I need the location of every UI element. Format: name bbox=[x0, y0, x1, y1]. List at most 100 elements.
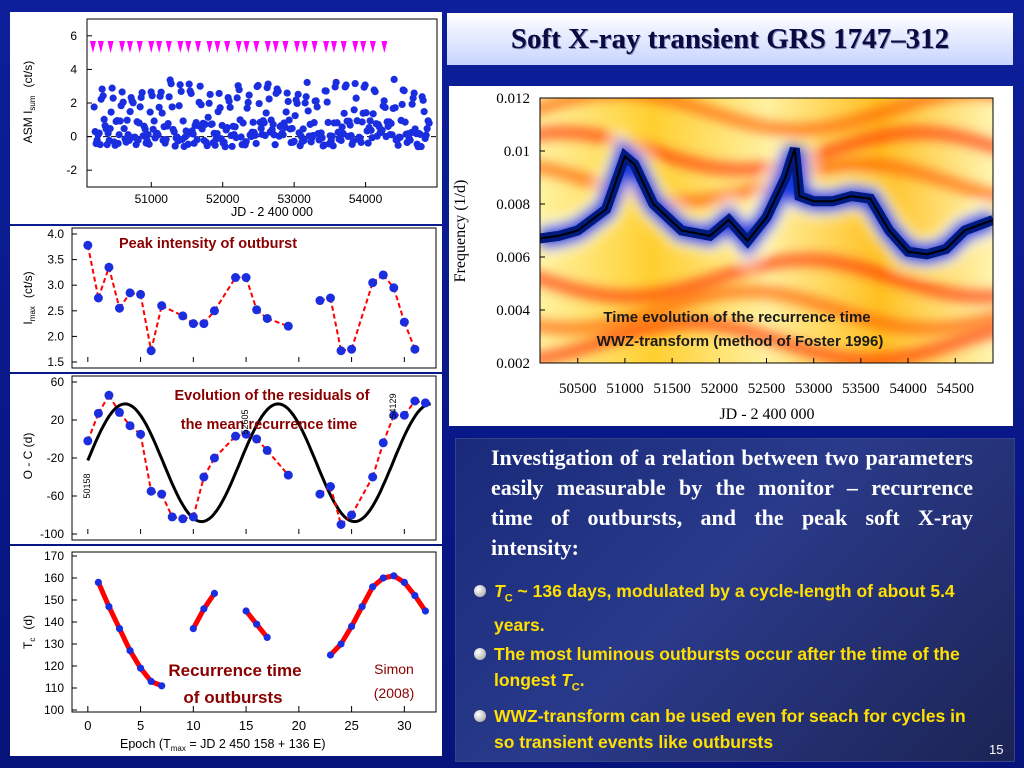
tc-xtick-label: 25 bbox=[344, 718, 358, 733]
asm-data-point bbox=[388, 131, 396, 139]
asm-data-point bbox=[115, 131, 123, 139]
asm-data-point bbox=[265, 95, 273, 103]
asm-data-point bbox=[204, 113, 212, 121]
asm-data-point bbox=[398, 100, 406, 109]
asm-data-point bbox=[329, 142, 337, 150]
outburst-marker bbox=[156, 41, 163, 53]
asm-data-point bbox=[294, 90, 302, 98]
imax-data-point bbox=[209, 306, 219, 316]
asm-data-point bbox=[303, 78, 311, 87]
imax-ytick-label: 3.5 bbox=[47, 253, 64, 267]
asm-data-point bbox=[221, 143, 229, 151]
asm-data-point bbox=[400, 87, 408, 95]
asm-data-point bbox=[167, 80, 175, 88]
tc-ytick-label: 140 bbox=[44, 615, 64, 629]
asm-data-point bbox=[146, 108, 154, 116]
tc-xtick-label: 20 bbox=[292, 718, 306, 733]
imax-data-point bbox=[325, 293, 335, 303]
asm-data-point bbox=[318, 134, 326, 142]
asm-data-point bbox=[420, 107, 428, 116]
residuals-annotation-line2: the mean recurrence time bbox=[181, 417, 358, 433]
asm-data-point bbox=[394, 141, 402, 149]
asm-ytick-label: 2 bbox=[70, 96, 77, 110]
asm-data-point bbox=[416, 130, 424, 138]
outburst-marker bbox=[369, 41, 376, 53]
asm-data-point bbox=[183, 131, 191, 139]
asm-data-point bbox=[378, 126, 386, 134]
asm-data-point bbox=[208, 120, 216, 128]
wwz-xtick-label: 51500 bbox=[653, 381, 691, 397]
tc-data-point bbox=[210, 589, 219, 597]
asm-data-point bbox=[291, 112, 299, 120]
peak-intensity-panel: 4.0 3.5 3.0 2.5 2.0 1.5 Peak intensity of out… bbox=[10, 226, 442, 372]
bullet-dot-icon bbox=[474, 710, 486, 722]
asm-data-point bbox=[203, 142, 211, 150]
oc-connector bbox=[329, 486, 343, 525]
asm-data-point bbox=[310, 119, 318, 127]
tc-data-point bbox=[263, 633, 271, 641]
wwz-heatmap-chart: 50500 51000 51500 52000 52500 53000 53500 54000… bbox=[452, 91, 994, 423]
wwz-annotation-line2: WWZ-transform (method of Foster 1996) bbox=[597, 333, 884, 350]
outburst-marker bbox=[185, 41, 192, 53]
tc-series-line bbox=[96, 581, 163, 689]
tc-data-point bbox=[94, 578, 102, 586]
oc-data-point bbox=[262, 445, 272, 455]
outburst-marker bbox=[214, 41, 221, 53]
outburst-marker bbox=[136, 41, 143, 53]
asm-data-point bbox=[201, 120, 209, 128]
asm-data-point bbox=[396, 133, 404, 141]
asm-data-point bbox=[100, 115, 108, 124]
asm-data-point bbox=[390, 75, 398, 84]
imax-data-point bbox=[347, 344, 357, 354]
asm-data-point bbox=[109, 94, 117, 102]
asm-lightcurve-panel: 51000 52000 53000 54000 6 4 2 0 -2 ASM Isum(ct/s… bbox=[10, 12, 442, 224]
asm-data-point bbox=[423, 125, 431, 133]
tc-data-point bbox=[147, 677, 155, 685]
asm-data-point bbox=[129, 99, 137, 107]
recurrence-time-panel: 170 160 150 140 130 120 110 100 0 5 10 15 20 25 30 Rec… bbox=[10, 546, 442, 756]
asm-data-point bbox=[228, 142, 236, 151]
asm-data-point bbox=[223, 123, 231, 132]
asm-data-point bbox=[216, 104, 224, 112]
outburst-marker bbox=[340, 41, 347, 53]
outburst-marker bbox=[293, 41, 300, 53]
asm-data-point bbox=[108, 84, 116, 92]
asm-data-point bbox=[264, 80, 272, 88]
asm-data-point bbox=[254, 81, 262, 90]
tc-ylabel: Tc(d) bbox=[21, 615, 37, 649]
asm-data-point bbox=[233, 94, 241, 102]
imax-data-point bbox=[368, 278, 378, 288]
asm-data-point bbox=[299, 125, 307, 133]
wwz-ytick-label: 0.01 bbox=[504, 144, 530, 160]
imax-connector bbox=[392, 287, 406, 323]
asm-ytick-label: 0 bbox=[70, 130, 77, 144]
asm-data-point bbox=[279, 131, 287, 139]
imax-connector bbox=[329, 297, 343, 351]
bullet-1-symbol: T bbox=[494, 581, 505, 601]
tc-xtick-label: 10 bbox=[186, 718, 200, 733]
imax-connector bbox=[97, 266, 110, 299]
tc-ytick-label: 120 bbox=[44, 659, 64, 673]
outburst-marker bbox=[381, 41, 388, 53]
imax-data-point bbox=[83, 240, 93, 250]
asm-data-point bbox=[328, 132, 336, 140]
tc-xtick-label: 5 bbox=[137, 718, 144, 733]
asm-data-point bbox=[213, 129, 221, 138]
wwz-annotation-line1: Time evolution of the recurrence time bbox=[603, 309, 870, 326]
oc-data-point bbox=[325, 482, 335, 491]
jd-label-end: 54129 bbox=[388, 393, 398, 418]
imax-data-point bbox=[378, 270, 388, 280]
recurrence-annotation-line2: of outbursts bbox=[183, 688, 282, 707]
imax-connector bbox=[139, 294, 153, 351]
tc-data-point bbox=[400, 578, 408, 586]
recurrence-time-chart: 170 160 150 140 130 120 110 100 0 5 10 15 20 25 30 Rec… bbox=[21, 549, 437, 753]
asm-data-point bbox=[177, 87, 185, 96]
wwz-xtick-label: 50500 bbox=[559, 381, 597, 397]
asm-data-point bbox=[165, 93, 173, 101]
outburst-marker bbox=[282, 41, 289, 53]
tc-data-point bbox=[379, 574, 387, 582]
asm-data-point bbox=[323, 98, 331, 106]
oc-data-point bbox=[125, 421, 135, 431]
asm-data-point bbox=[158, 109, 166, 117]
asm-data-point bbox=[300, 136, 308, 145]
